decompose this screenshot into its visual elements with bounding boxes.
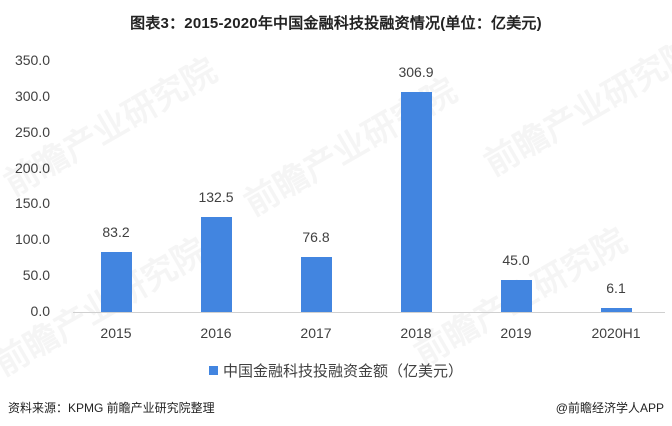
bar-2016 <box>200 216 232 312</box>
chart-title: 图表3：2015-2020年中国金融科技投融资情况(单位：亿美元) <box>130 15 542 32</box>
y-tick-label: 200.0 <box>14 159 50 176</box>
y-tick-label: 150.0 <box>14 195 50 212</box>
y-tick-label: 300.0 <box>14 87 50 104</box>
y-tick-label: 250.0 <box>14 123 50 140</box>
legend-label: 中国金融科技投融资金额（亿美元） <box>222 363 463 380</box>
data-label: 306.9 <box>398 63 434 80</box>
bar-2015 <box>100 252 132 312</box>
x-tick-label: 2016 <box>200 325 232 341</box>
data-label: 76.8 <box>302 228 330 245</box>
data-label: 45.0 <box>502 251 530 268</box>
bar-2020H1 <box>600 307 632 312</box>
bar-2019 <box>500 279 532 312</box>
y-tick-label: 350.0 <box>14 52 50 68</box>
data-label: 6.1 <box>606 279 626 296</box>
x-tick-label: 2017 <box>300 325 332 341</box>
legend: 中国金融科技投融资金额（亿美元） <box>0 360 672 381</box>
bar-2017 <box>300 256 332 312</box>
data-label: 132.5 <box>198 188 234 205</box>
bar-2018 <box>400 91 432 312</box>
x-tick-label: 2020H1 <box>591 325 641 341</box>
x-tick-label: 2018 <box>400 325 432 341</box>
x-tick-label: 2015 <box>100 325 132 341</box>
y-tick-label: 50.0 <box>22 267 50 284</box>
data-label: 83.2 <box>102 224 130 241</box>
credit-note: @前瞻经济学人APP <box>555 401 664 415</box>
x-axis-line <box>73 312 665 313</box>
x-tick-label: 2019 <box>500 325 532 341</box>
y-tick-label: 100.0 <box>14 231 50 248</box>
source-note: 资料来源：KPMG 前瞻产业研究院整理 <box>8 401 215 415</box>
y-tick-label: 0.0 <box>30 303 50 319</box>
watermark-text: 前瞻产业研究院 <box>478 31 672 184</box>
legend-swatch-icon <box>208 366 218 375</box>
